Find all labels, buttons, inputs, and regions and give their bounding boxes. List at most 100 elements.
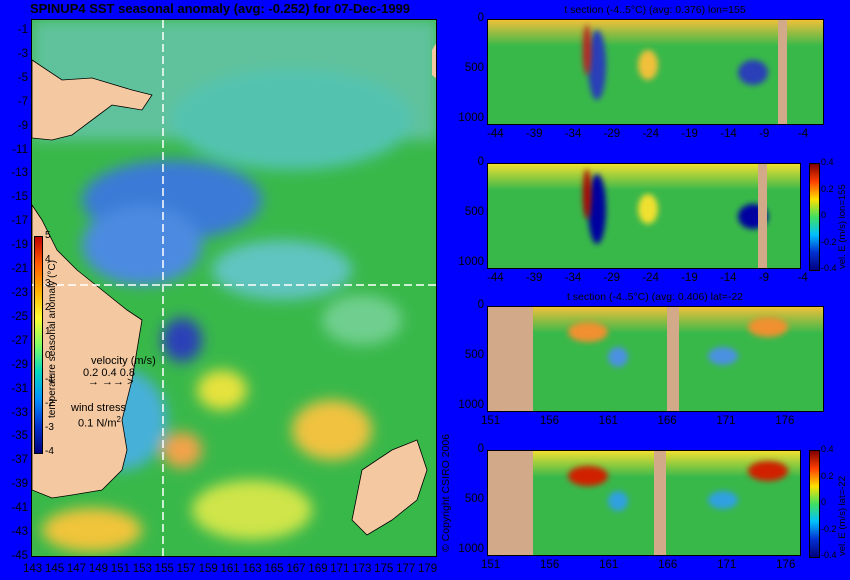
map-y-tick: -25 bbox=[11, 310, 28, 323]
panel-colorbar-label: vel. E (m/s) lon=155 bbox=[837, 184, 848, 269]
panel-feature bbox=[588, 30, 606, 100]
panel-colorbar-label: vel. E (m/s) lat=-22 bbox=[837, 476, 848, 556]
panel-colorbar-tick: 0.2 bbox=[821, 470, 834, 481]
map-y-tick: -3 bbox=[17, 47, 28, 60]
map-colorbar-tick: 0 bbox=[45, 350, 51, 361]
panel-x-tick: 161 bbox=[599, 559, 619, 571]
panel-x-tick: -4 bbox=[797, 272, 808, 284]
panel-feature bbox=[738, 60, 768, 85]
panel-feature bbox=[638, 50, 658, 80]
panel-x-tick: -19 bbox=[681, 128, 698, 140]
map-y-tick: -29 bbox=[11, 358, 28, 371]
map-y-tick: -11 bbox=[12, 143, 28, 156]
panel-x-tick: -19 bbox=[681, 272, 698, 284]
map-x-tick: 167 bbox=[286, 563, 306, 575]
panel-y-tick: 1000 bbox=[458, 542, 484, 555]
panel-x-tick: 151 bbox=[481, 415, 501, 427]
panel-x-tick: -14 bbox=[719, 272, 737, 284]
panel-land bbox=[777, 20, 787, 124]
sst-map-field bbox=[32, 20, 436, 556]
map-y-tick: -19 bbox=[11, 239, 28, 252]
panel-x-tick: -39 bbox=[525, 128, 543, 140]
map-colorbar-tick: -3 bbox=[45, 422, 54, 433]
map-y-tick: -43 bbox=[11, 526, 28, 539]
panel-x-tick: -24 bbox=[642, 128, 660, 140]
panel-colorbar-tick: -0.2 bbox=[821, 523, 837, 534]
map-x-tick: 163 bbox=[242, 563, 262, 575]
panel-x-tick: 176 bbox=[776, 559, 796, 571]
map-y-tick: -1 bbox=[17, 23, 28, 36]
map-x-tick: 157 bbox=[176, 563, 196, 575]
panel-feature bbox=[608, 491, 628, 511]
panel-title: t section (-4..5°C) (avg: 0.406) lat=-22 bbox=[566, 291, 744, 303]
velocity-legend-arrows: → →→ > bbox=[88, 376, 134, 388]
map-y-tick: -31 bbox=[11, 382, 28, 395]
panel-colorbar bbox=[809, 450, 820, 558]
sst-map bbox=[31, 19, 437, 557]
panel-y-tick: 1000 bbox=[458, 398, 484, 411]
map-y-tick: -39 bbox=[11, 478, 28, 491]
panel-x-tick: 166 bbox=[657, 415, 677, 427]
panel-feature bbox=[748, 317, 788, 337]
map-x-tick: 161 bbox=[220, 563, 240, 575]
map-x-tick: 179 bbox=[418, 563, 438, 575]
map-colorbar-tick: 4 bbox=[45, 254, 51, 265]
map-y-tick: -23 bbox=[11, 286, 28, 299]
panel-x-tick: 171 bbox=[717, 559, 737, 571]
panel-y-tick: 0 bbox=[477, 443, 484, 455]
panel-y-tick: 500 bbox=[464, 348, 484, 361]
panel-title: t section (-4..5°C) (avg: 0.376) lon=155 bbox=[564, 4, 746, 16]
panel-colorbar-tick: 0 bbox=[821, 497, 827, 507]
panel-x-tick: 151 bbox=[481, 559, 501, 571]
map-colorbar-tick: -1 bbox=[45, 374, 54, 385]
map-x-tick: 169 bbox=[308, 563, 328, 575]
map-colorbar bbox=[34, 236, 43, 454]
map-colorbar-label: temperature seasonal anomaly (°C) bbox=[47, 260, 58, 418]
panel-colorbar-tick: 0.4 bbox=[821, 444, 834, 454]
panel-x-tick: -34 bbox=[564, 272, 582, 284]
panel-feature bbox=[608, 347, 628, 367]
panel-x-tick: 171 bbox=[716, 415, 736, 427]
map-y-tick: -5 bbox=[17, 71, 28, 84]
panel-x-tick: 156 bbox=[540, 559, 560, 571]
velocity-legend-values: 0.2 0.4 0.8 bbox=[83, 367, 135, 379]
panel-colorbar-tick: -0.4 bbox=[821, 550, 837, 560]
panel-x-tick: -9 bbox=[758, 272, 769, 284]
map-x-tick: 143 bbox=[23, 563, 43, 575]
map-colorbar-tick: 2 bbox=[45, 302, 51, 313]
panel-y-tick: 500 bbox=[464, 61, 484, 74]
panel-x-tick: 161 bbox=[598, 415, 618, 427]
map-y-tick: -7 bbox=[17, 95, 28, 108]
map-x-tick: 145 bbox=[44, 563, 65, 575]
section-panel bbox=[487, 450, 801, 556]
map-x-tick: 151 bbox=[110, 563, 130, 575]
map-x-tick: 171 bbox=[330, 563, 350, 575]
map-colorbar-tick: 3 bbox=[45, 278, 51, 289]
panel-feature bbox=[568, 322, 608, 342]
map-y-tick: -15 bbox=[11, 191, 28, 204]
section-panel bbox=[487, 19, 824, 125]
panel-x-tick: -29 bbox=[603, 128, 621, 140]
panel-colorbar-tick: 0 bbox=[821, 210, 827, 220]
map-y-tick: -21 bbox=[11, 263, 28, 276]
panel-x-tick: -44 bbox=[487, 272, 504, 284]
panel-colorbar bbox=[809, 163, 820, 271]
panel-colorbar-tick: 0.2 bbox=[821, 183, 834, 194]
map-x-tick: 147 bbox=[66, 563, 87, 575]
section-panel bbox=[487, 163, 801, 269]
panel-x-tick: -29 bbox=[603, 272, 621, 284]
map-colorbar-tick: -4 bbox=[45, 446, 54, 457]
panel-x-tick: 156 bbox=[539, 415, 560, 427]
panel-x-tick: 176 bbox=[775, 415, 795, 427]
panel-feature bbox=[588, 174, 606, 244]
map-colorbar-tick: -2 bbox=[45, 398, 54, 409]
map-y-tick: -13 bbox=[11, 167, 28, 180]
map-title: SPINUP4 SST seasonal anomaly (avg: -0.25… bbox=[29, 1, 411, 16]
map-x-tick: 155 bbox=[154, 563, 174, 575]
map-x-tick: 153 bbox=[132, 563, 152, 575]
panel-colorbar-tick: 0.4 bbox=[821, 157, 834, 167]
map-y-tick: -41 bbox=[11, 502, 28, 515]
map-y-tick: -37 bbox=[11, 454, 28, 467]
velocity-legend-label: velocity (m/s) bbox=[91, 355, 156, 367]
map-x-tick: 165 bbox=[264, 563, 284, 575]
